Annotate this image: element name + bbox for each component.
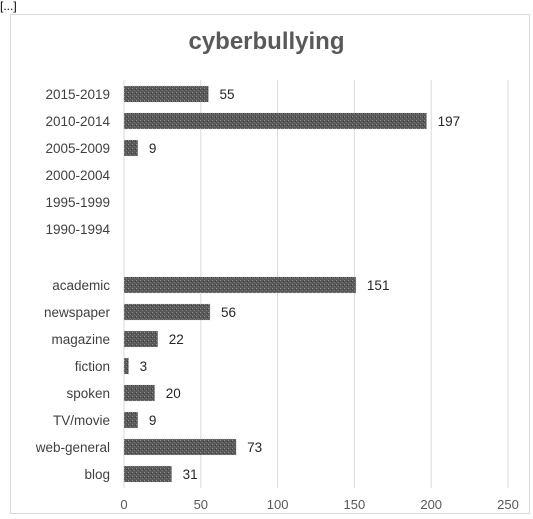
category-label: 2015-2019 bbox=[45, 87, 110, 102]
data-labels: 55 197 9 151 56 22 3 20 9 73 31 bbox=[140, 87, 461, 482]
x-tick-label: 200 bbox=[420, 497, 442, 512]
x-tick-label: 250 bbox=[497, 497, 519, 512]
category-label: spoken bbox=[66, 386, 110, 401]
x-tick-label: 150 bbox=[344, 497, 366, 512]
data-label: 73 bbox=[247, 440, 262, 455]
category-label: 2005-2009 bbox=[45, 141, 110, 156]
bar bbox=[123, 85, 209, 103]
data-label: 3 bbox=[140, 359, 148, 374]
category-label: 2000-2004 bbox=[45, 168, 110, 183]
bar bbox=[123, 357, 129, 375]
category-label: web-general bbox=[35, 440, 110, 455]
data-label: 197 bbox=[438, 114, 461, 129]
data-label: 9 bbox=[149, 141, 157, 156]
x-tick-labels: 0 50 100 150 200 250 bbox=[120, 497, 518, 512]
data-label: 55 bbox=[219, 87, 234, 102]
category-label: magazine bbox=[51, 332, 110, 347]
category-labels: 2015-2019 2010-2014 2005-2009 2000-2004 1995… bbox=[35, 87, 111, 482]
page-top-mark: [...] bbox=[0, 0, 17, 13]
category-label: 2010-2014 bbox=[45, 114, 110, 129]
category-label: blog bbox=[84, 467, 110, 482]
data-label: 20 bbox=[166, 386, 181, 401]
category-label: fiction bbox=[75, 359, 110, 374]
bar bbox=[123, 112, 427, 130]
x-tick-label: 100 bbox=[267, 497, 289, 512]
bar bbox=[123, 139, 139, 157]
chart-frame bbox=[10, 14, 530, 514]
category-label: newspaper bbox=[44, 305, 111, 320]
bar bbox=[123, 465, 172, 483]
category-label: 1990-1994 bbox=[45, 222, 110, 237]
bar bbox=[123, 276, 357, 294]
bars bbox=[123, 85, 427, 483]
bar bbox=[123, 411, 139, 429]
bar bbox=[123, 384, 156, 402]
data-label: 9 bbox=[149, 413, 157, 428]
data-label: 151 bbox=[367, 278, 390, 293]
x-tick-label: 50 bbox=[194, 497, 208, 512]
bar bbox=[123, 330, 159, 348]
category-label: 1995-1999 bbox=[45, 195, 110, 210]
bar bbox=[123, 438, 237, 456]
x-tick-label: 0 bbox=[120, 497, 127, 512]
chart-title: cyberbullying bbox=[188, 28, 345, 55]
bar bbox=[123, 303, 211, 321]
category-label: TV/movie bbox=[53, 413, 110, 428]
category-label: academic bbox=[52, 278, 110, 293]
data-label: 56 bbox=[221, 305, 236, 320]
data-label: 22 bbox=[169, 332, 184, 347]
data-label: 31 bbox=[183, 467, 198, 482]
